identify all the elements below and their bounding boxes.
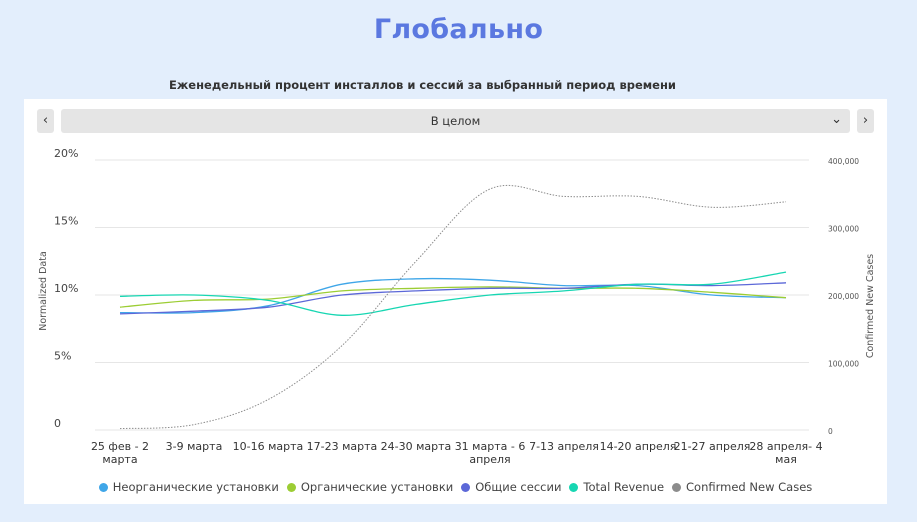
x-tick-label: 10-16 марта	[233, 440, 304, 453]
y-axis-right: 0 100,000 200,000 300,000 400,000	[828, 157, 859, 436]
legend-item[interactable]: Общие сессии	[461, 480, 561, 494]
period-select-value: В целом	[430, 114, 481, 128]
series-line-total-revenue	[119, 271, 787, 316]
x-tick-label: 3-9 марта	[166, 440, 223, 453]
series-lines	[119, 185, 787, 430]
x-tick-label: 21-27 апреля	[674, 440, 751, 453]
y-tick-label: 10%	[54, 282, 78, 295]
legend-item[interactable]: Органические установки	[286, 480, 454, 494]
series-line-органические-установки	[119, 286, 787, 308]
y2-tick-label: 0	[828, 427, 833, 436]
y-axis-label-left: Normalized Data	[38, 251, 49, 331]
series-line-confirmed-new-cases	[119, 185, 787, 430]
x-tick-label: 7-13 апреля	[529, 440, 599, 453]
chart-legend: Неорганические установки Органические уст…	[24, 480, 887, 494]
next-button[interactable]: ›	[857, 109, 874, 133]
y-tick-label: 20%	[54, 147, 78, 160]
y-axis-label-right: Confirmed New Cases	[865, 254, 876, 358]
y2-tick-label: 300,000	[828, 225, 859, 234]
chart-card: ‹ В целом ⌄ › 0 5% 10% 15% 20% 0 100,000 200,0…	[24, 99, 887, 504]
legend-dot-icon	[461, 483, 471, 492]
legend-label: Общие сессии	[475, 480, 562, 494]
legend-item[interactable]: Confirmed New Cases	[672, 480, 812, 494]
legend-dot-icon	[98, 483, 108, 492]
legend-label: Неорганические установки	[112, 480, 279, 494]
line-chart: 0 5% 10% 15% 20% 0 100,000 200,000 300,000 400,0…	[38, 147, 876, 466]
chart-title: Еженедельный процент инсталлов и сессий …	[169, 78, 676, 92]
y-tick-label: 15%	[54, 215, 78, 228]
legend-dot-icon	[672, 483, 682, 492]
y2-tick-label: 100,000	[828, 360, 859, 369]
period-select[interactable]: В целом ⌄	[61, 109, 850, 133]
legend-dot-icon	[286, 483, 296, 492]
legend-label: Органические установки	[300, 480, 454, 494]
x-tick-label: 28 апреля- 4 мая	[749, 440, 822, 466]
prev-button[interactable]: ‹	[37, 109, 54, 133]
x-tick-label: 14-20 апреля	[600, 440, 677, 453]
legend-dot-icon	[569, 483, 579, 492]
legend-label: Confirmed New Cases	[686, 480, 813, 494]
chevron-down-icon: ⌄	[831, 112, 842, 127]
x-axis: 25 фев - 2 марта 3-9 марта 10-16 марта 17-23…	[91, 440, 823, 466]
grid-lines	[95, 159, 809, 431]
y-tick-label: 5%	[54, 350, 71, 363]
y2-tick-label: 400,000	[828, 157, 859, 166]
y2-tick-label: 200,000	[828, 292, 859, 301]
y-axis-left: 0 5% 10% 15% 20%	[54, 147, 78, 430]
legend-item[interactable]: Неорганические установки	[98, 480, 279, 494]
x-tick-label: 31 марта - 6 апреля	[455, 440, 526, 466]
x-tick-label: 17-23 марта	[307, 440, 378, 453]
page-title: Глобально	[373, 14, 544, 45]
y-tick-label: 0	[54, 417, 61, 430]
x-tick-label: 25 фев - 2 марта	[91, 440, 149, 466]
x-tick-label: 24-30 марта	[381, 440, 452, 453]
legend-item[interactable]: Total Revenue	[569, 480, 664, 494]
legend-label: Total Revenue	[583, 480, 665, 494]
